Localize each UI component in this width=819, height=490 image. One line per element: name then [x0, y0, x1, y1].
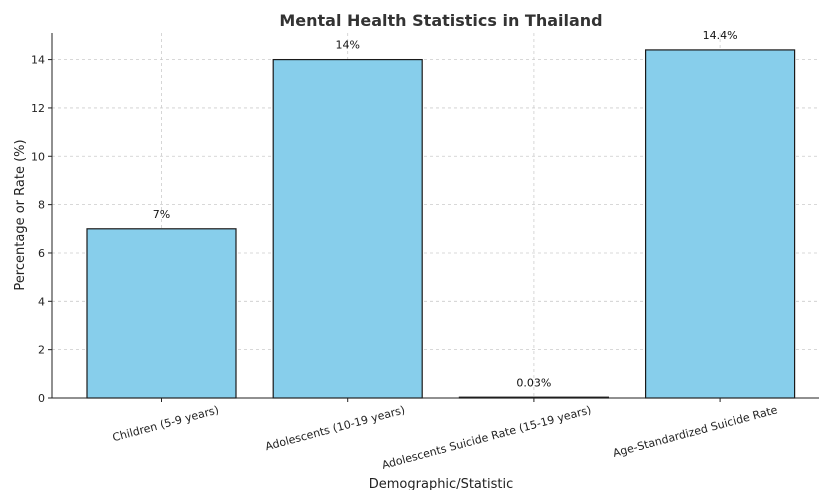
data-label: 7%	[153, 208, 170, 221]
axes	[48, 33, 819, 402]
bar	[86, 228, 237, 399]
y-tick-label: 14	[31, 54, 45, 67]
y-tick-label: 12	[31, 102, 45, 115]
y-tick-label: 10	[31, 150, 45, 163]
x-tick-label: Adolescents Suicide Rate (15-19 years)	[380, 403, 592, 472]
bar	[272, 58, 423, 399]
x-tick-label: Age-Standardized Suicide Rate	[611, 403, 779, 460]
x-tick-label: Adolescents (10-19 years)	[264, 403, 407, 453]
bar	[644, 49, 796, 399]
y-tick-label: 2	[38, 344, 45, 357]
x-tick-label: Children (5-9 years)	[111, 403, 220, 444]
data-label: 0.03%	[516, 376, 551, 389]
chart-title: Mental Health Statistics in Thailand	[279, 11, 602, 30]
y-tick-label: 6	[38, 247, 45, 260]
x-axis-label: Demographic/Statistic	[369, 477, 513, 490]
y-tick-label: 0	[38, 392, 45, 405]
data-label: 14%	[335, 39, 359, 52]
data-label: 14.4%	[703, 29, 738, 42]
y-tick-label: 4	[38, 295, 45, 308]
bars	[86, 49, 796, 399]
y-tick-label: 8	[38, 199, 45, 212]
y-axis-label: Percentage or Rate (%)	[13, 139, 28, 290]
